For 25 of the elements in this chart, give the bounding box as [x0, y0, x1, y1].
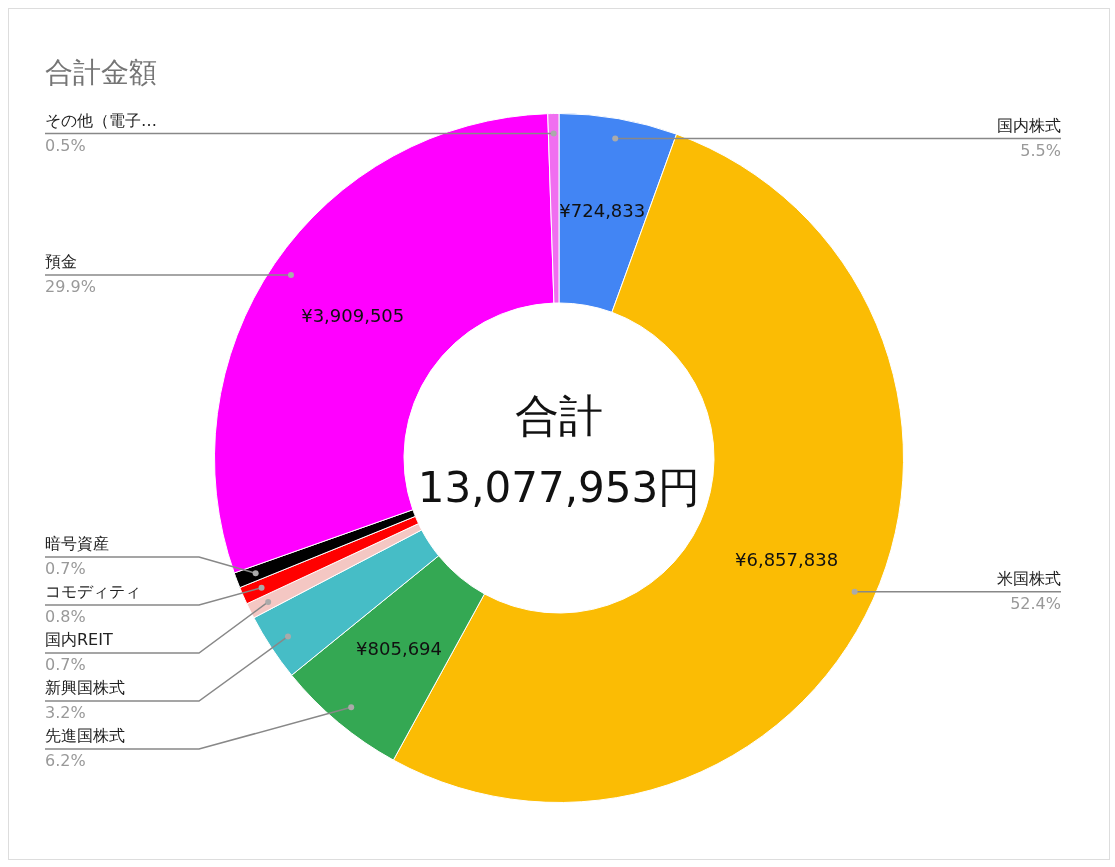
data-label: ¥805,694 — [356, 637, 442, 659]
text: 0.7% — [45, 655, 86, 675]
data-label: ¥724,833 — [559, 199, 646, 221]
text: 52.4% — [1010, 593, 1061, 613]
chart-title: 合計金額 — [45, 56, 157, 90]
slice-label: 国内REIT — [45, 630, 113, 650]
slice-label: 先進国株式 — [45, 726, 125, 746]
slice-label: 国内株式 — [997, 115, 1061, 135]
slice-label: 預金 — [45, 252, 77, 272]
text: 29.9% — [45, 277, 96, 297]
text: 13,077,953円 — [417, 462, 701, 512]
slice-label: 米国株式 — [997, 568, 1061, 588]
text: 3.2% — [45, 703, 86, 723]
text: 5.5% — [1020, 140, 1061, 160]
slice-label: 新興国株式 — [45, 678, 125, 698]
data-label: ¥6,857,838 — [735, 548, 839, 570]
text: 合計 — [515, 390, 603, 442]
text: 0.7% — [45, 559, 86, 579]
text: 6.2% — [45, 751, 86, 771]
text: 0.8% — [45, 607, 86, 627]
text: 0.5% — [45, 135, 86, 155]
slice-label: 暗号資産 — [45, 534, 109, 554]
data-label: ¥3,909,505 — [301, 304, 405, 326]
slice-label: その他（電子… — [45, 110, 157, 130]
slice-label: コモディティ — [45, 582, 141, 602]
